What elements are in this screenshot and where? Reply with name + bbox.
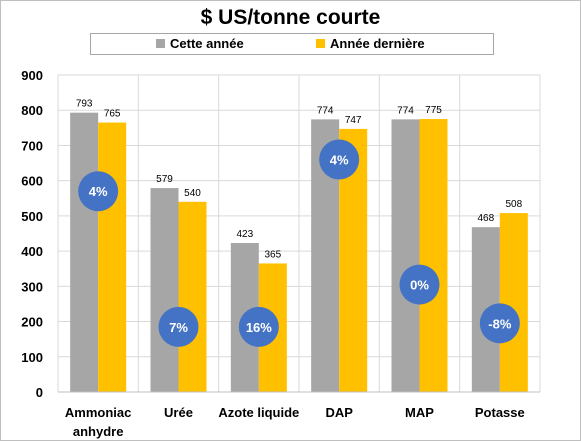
data-label: 793 [76, 99, 93, 110]
category-label: Urée [164, 405, 193, 420]
bar-this-year [391, 119, 420, 392]
change-badge-label: 4% [330, 153, 349, 168]
data-label: 765 [104, 109, 121, 120]
y-tick-label: 400 [21, 244, 43, 259]
change-badge [399, 264, 440, 305]
data-label: 747 [345, 115, 362, 126]
bar-this-year [150, 188, 179, 392]
data-label: 423 [236, 229, 253, 240]
bar-last-year [178, 201, 207, 392]
y-tick-label: 700 [21, 138, 43, 153]
legend-label-last-year: Année dernière [330, 36, 425, 51]
change-badge-label: 16% [246, 320, 272, 335]
category-label: DAP [325, 405, 353, 420]
y-tick-label: 600 [21, 174, 43, 189]
data-label: 365 [264, 249, 281, 260]
data-label: 508 [505, 199, 522, 210]
data-label: 468 [477, 213, 494, 224]
data-label: 540 [184, 188, 201, 199]
y-tick-label: 800 [21, 103, 43, 118]
category-label: Ammoniac [65, 405, 131, 420]
y-tick-label: 900 [21, 68, 43, 83]
data-label: 775 [425, 105, 442, 116]
data-label: 774 [397, 105, 414, 116]
change-badge-label: 4% [89, 184, 108, 199]
category-label: Potasse [475, 405, 525, 420]
bar-this-year [70, 112, 99, 392]
y-tick-label: 0 [36, 385, 43, 400]
legend-swatch-this-year [156, 39, 165, 48]
change-badge-label: 7% [169, 320, 188, 335]
category-label: anhydre [73, 424, 124, 439]
y-tick-label: 100 [21, 350, 43, 365]
change-badge-label: -8% [488, 316, 512, 331]
change-badge [319, 139, 360, 180]
change-badge-label: 0% [410, 278, 429, 293]
bar-last-year [419, 119, 448, 393]
legend-item-this-year: Cette année [156, 36, 244, 51]
y-tick-label: 500 [21, 209, 43, 224]
y-tick-label: 300 [21, 279, 43, 294]
chart-title: $ US/tonne courte [200, 6, 381, 29]
category-label: Azote liquide [218, 405, 299, 420]
data-label: 774 [317, 105, 334, 116]
category-label: MAP [405, 405, 434, 420]
change-badge [78, 171, 119, 212]
data-label: 579 [156, 174, 173, 185]
change-badge [479, 303, 520, 344]
legend-item-last-year: Année dernière [316, 36, 425, 51]
chart-legend: Cette année Année dernière [90, 33, 494, 55]
legend-label-this-year: Cette année [170, 36, 244, 51]
change-badge [158, 306, 199, 347]
change-badge [238, 306, 279, 347]
bar-last-year [98, 122, 127, 393]
y-tick-label: 200 [21, 315, 43, 330]
bar-last-year [499, 213, 528, 392]
legend-swatch-last-year [316, 39, 325, 48]
